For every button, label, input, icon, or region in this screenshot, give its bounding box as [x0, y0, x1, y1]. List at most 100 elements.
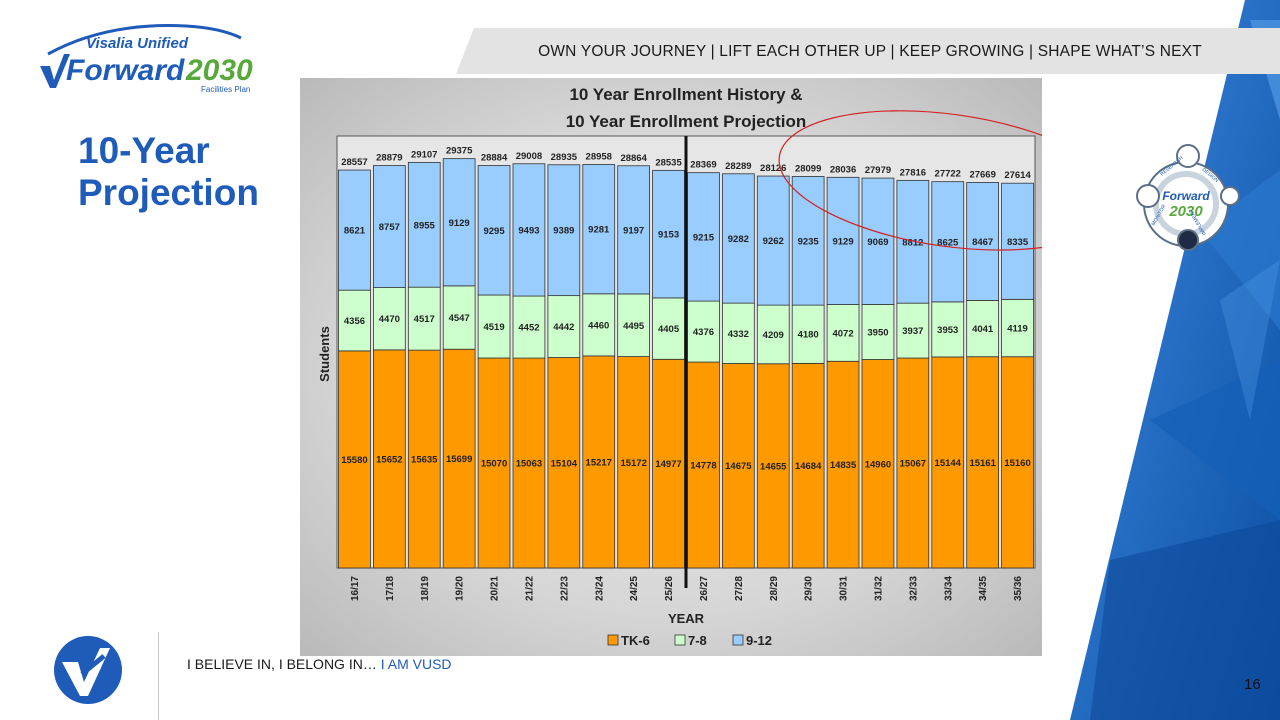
slide-title: 10-Year Projection — [78, 130, 298, 214]
x-tick-label-10: 25/26 — [664, 576, 675, 601]
bar-tk-6-5 — [477, 357, 511, 569]
forward-2030-logo: Visalia Unified Forward 2030 Facilities … — [40, 24, 253, 94]
total-label-3: 29107 — [411, 149, 437, 160]
bar-tk-6-7 — [547, 357, 581, 569]
bar-7-8-13 — [756, 304, 790, 365]
data-label-tk-6-18: 15144 — [935, 458, 962, 469]
bar-9-12-2 — [373, 165, 406, 288]
x-tick-label-3: 18/19 — [420, 576, 431, 601]
data-label-tk-6-7: 15104 — [551, 458, 578, 469]
data-label-9-12-3: 8955 — [414, 220, 436, 231]
legend-label-tk-6: TK-6 — [621, 633, 650, 648]
bar-7-8-6 — [512, 295, 546, 359]
bar-7-8-2 — [373, 287, 406, 351]
total-label-17: 27816 — [900, 167, 926, 178]
x-tick-label-9: 24/25 — [629, 576, 640, 601]
data-label-7-8-17: 3937 — [902, 326, 923, 337]
data-label-7-8-10: 4405 — [658, 324, 680, 335]
chart-y-axis-label: Students — [317, 326, 332, 382]
data-label-tk-6-17: 15067 — [900, 459, 926, 470]
data-label-9-12-17: 8812 — [902, 237, 923, 248]
x-tick-label-11: 26/27 — [699, 576, 710, 601]
data-label-7-8-18: 3953 — [937, 325, 958, 336]
bar-9-12-4 — [442, 158, 476, 287]
data-label-tk-6-5: 15070 — [481, 458, 507, 469]
data-label-tk-6-3: 15635 — [411, 455, 438, 466]
footer-divider — [158, 632, 159, 720]
data-label-9-12-13: 9262 — [763, 236, 784, 247]
data-label-9-12-2: 8757 — [379, 222, 400, 233]
highlight-ellipse — [778, 110, 1042, 251]
bar-tk-6-20 — [1001, 356, 1034, 569]
bar-9-12-19 — [966, 182, 1000, 301]
lightbulb-icon — [1176, 144, 1200, 168]
bar-9-12-17 — [896, 179, 930, 304]
data-label-7-8-3: 4517 — [414, 314, 435, 325]
bar-7-8-12 — [721, 302, 755, 364]
forward-2030-badge: Forward 2030 RESEARCH DESIGN MONITOR IMP… — [1136, 144, 1240, 251]
bar-tk-6-4 — [442, 348, 476, 569]
bar-9-12-5 — [477, 165, 511, 296]
legend-swatch-9-12 — [732, 634, 744, 646]
bar-9-12-18 — [931, 181, 965, 303]
x-tick-label-13: 28/29 — [769, 576, 780, 601]
bar-7-8-4 — [442, 285, 476, 350]
chart-title-line2: 10 Year Enrollment Projection — [566, 112, 807, 131]
legend-swatch-7-8 — [674, 634, 686, 646]
data-label-7-8-4: 4547 — [449, 313, 470, 324]
x-tick-label-17: 32/33 — [908, 576, 919, 601]
logo-year-text: 2030 — [185, 54, 253, 87]
data-label-7-8-14: 4180 — [798, 330, 819, 341]
data-label-9-12-11: 9215 — [693, 232, 715, 243]
total-label-7: 28935 — [551, 152, 578, 163]
magnifier-icon — [1136, 184, 1160, 208]
header-tagline: OWN YOUR JOURNEY | LIFT EACH OTHER UP | … — [538, 43, 1202, 60]
total-label-12: 28289 — [725, 161, 751, 172]
data-label-7-8-19: 4041 — [972, 324, 994, 335]
enrollment-chart: 10 Year Enrollment History & 10 Year Enro… — [300, 78, 1042, 656]
bar-9-12-12 — [721, 173, 755, 304]
total-label-19: 27669 — [969, 169, 995, 180]
x-tick-label-6: 21/22 — [524, 576, 535, 601]
data-label-9-12-12: 9282 — [728, 234, 749, 245]
data-label-tk-6-20: 15160 — [1004, 458, 1030, 469]
data-label-7-8-13: 4209 — [763, 330, 784, 341]
x-tick-label-15: 30/31 — [839, 576, 850, 601]
data-label-9-12-10: 9153 — [658, 230, 679, 241]
decorative-triangle-background — [1070, 0, 1280, 720]
data-label-tk-6-15: 14835 — [830, 460, 857, 471]
data-label-9-12-8: 9281 — [588, 225, 610, 236]
data-label-tk-6-14: 14684 — [795, 461, 822, 472]
data-label-9-12-7: 9389 — [553, 226, 574, 237]
bar-7-8-18 — [931, 301, 965, 358]
bar-9-12-15 — [826, 176, 860, 305]
x-tick-label-1: 16/17 — [350, 576, 361, 601]
total-label-10: 28535 — [655, 157, 682, 168]
x-tick-label-20: 35/36 — [1013, 576, 1024, 601]
data-label-7-8-1: 4356 — [344, 316, 365, 327]
data-label-tk-6-19: 15161 — [969, 458, 996, 469]
footer-text-main: I BELIEVE IN, I BELONG IN… — [187, 656, 381, 672]
bar-9-12-3 — [407, 161, 441, 288]
bar-tk-6-19 — [966, 356, 1000, 569]
data-label-tk-6-11: 14778 — [690, 461, 716, 472]
data-label-9-12-14: 9235 — [798, 236, 820, 247]
bar-tk-6-15 — [826, 360, 860, 569]
bar-tk-6-2 — [373, 349, 406, 569]
bar-9-12-16 — [861, 177, 895, 305]
data-label-9-12-5: 9295 — [483, 226, 505, 237]
bar-9-12-14 — [791, 176, 825, 306]
data-label-tk-6-13: 14655 — [760, 461, 787, 472]
data-label-tk-6-4: 15699 — [446, 454, 472, 465]
x-tick-label-18: 33/34 — [943, 576, 954, 601]
data-label-tk-6-12: 14675 — [725, 461, 752, 472]
total-label-18: 27722 — [935, 169, 961, 180]
total-label-2: 28879 — [376, 153, 402, 164]
total-label-14: 28099 — [795, 163, 821, 174]
data-label-7-8-2: 4470 — [379, 314, 400, 325]
legend-label-9-12: 9-12 — [746, 633, 772, 648]
slide-title-line1: 10-Year — [78, 130, 210, 171]
x-tick-label-12: 27/28 — [734, 576, 745, 601]
total-label-9: 28864 — [620, 153, 647, 164]
x-tick-label-7: 22/23 — [559, 576, 570, 601]
